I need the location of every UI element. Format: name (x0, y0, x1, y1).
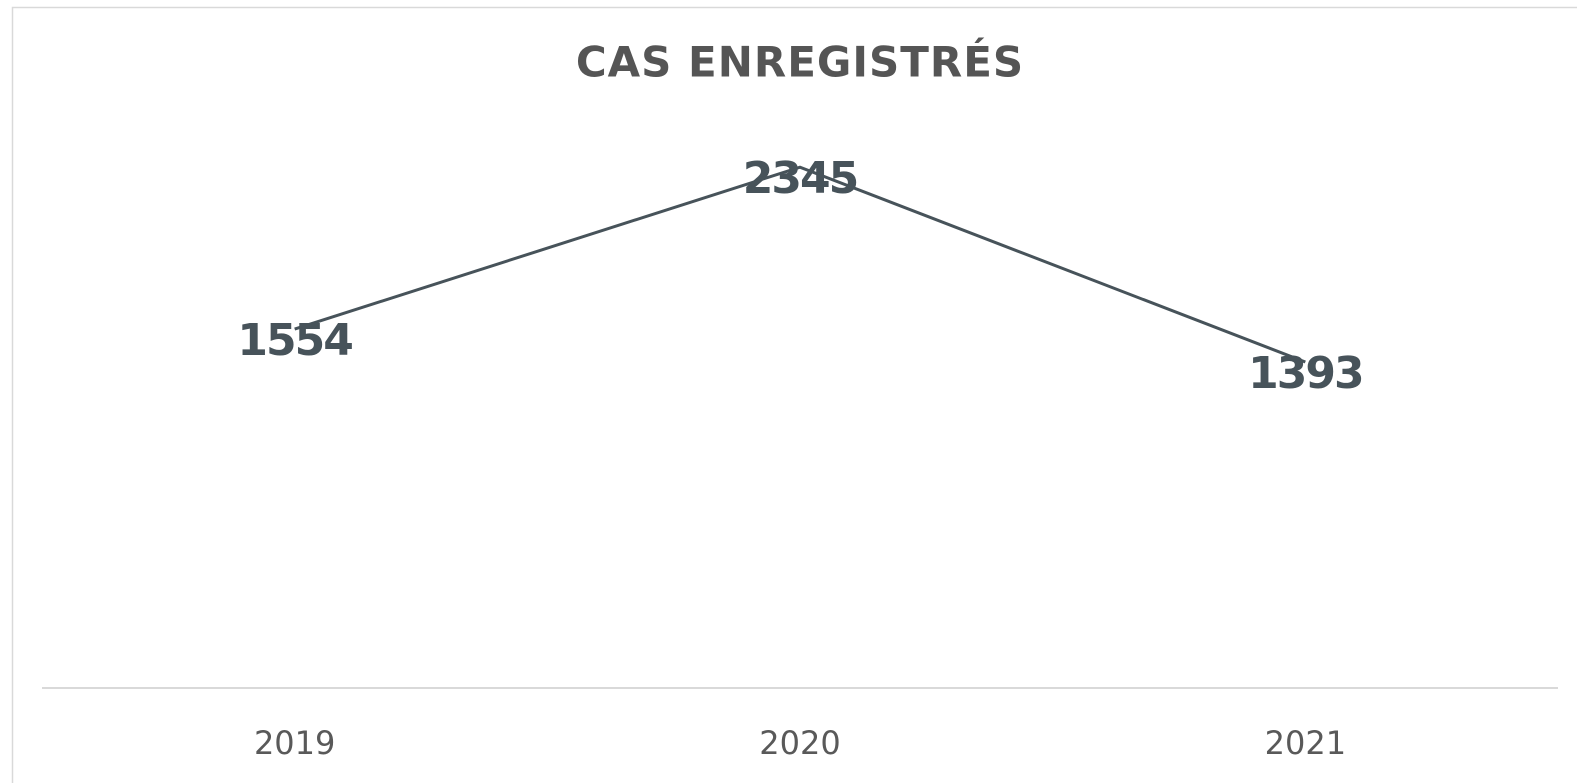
x-tick-label: 2019 (254, 724, 335, 762)
x-tick-label: 2020 (759, 724, 840, 762)
data-line (294, 165, 1306, 364)
data-label: 1393 (1248, 348, 1362, 399)
x-tick-label: 2021 (1265, 724, 1346, 762)
data-label: 2345 (743, 153, 857, 204)
chart-border (11, 6, 1577, 783)
data-label: 1554 (237, 315, 352, 366)
chart-title: CAS ENREGISTRÉS (576, 37, 1024, 87)
